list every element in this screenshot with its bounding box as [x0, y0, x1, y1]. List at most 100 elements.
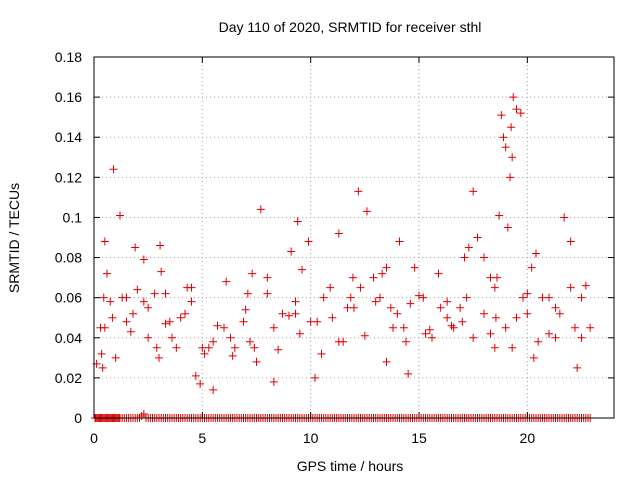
data-point [516, 109, 525, 118]
data-point [545, 293, 553, 302]
data-point [109, 165, 118, 174]
y-tick-label: 0.16 [55, 89, 82, 105]
grid [94, 57, 614, 418]
data-point [508, 343, 517, 352]
data-point [571, 323, 579, 332]
data-point [456, 303, 465, 312]
data-point [402, 337, 410, 346]
data-point [144, 333, 153, 342]
data-point [319, 293, 328, 302]
data-point [326, 283, 335, 292]
data-point [443, 313, 452, 322]
data-point [269, 377, 278, 386]
data-point [126, 327, 135, 336]
data-point [395, 237, 404, 246]
data-point [230, 343, 239, 352]
data-point [139, 255, 148, 264]
y-axis-label: SRMTID / TECUs [6, 183, 22, 293]
data-point [220, 323, 228, 332]
data-point [382, 357, 391, 366]
y-tick-label: 0 [74, 410, 82, 426]
data-point [274, 345, 283, 354]
data-point [486, 329, 495, 338]
data-point [469, 333, 478, 342]
data-point [137, 411, 146, 420]
data-point [415, 291, 423, 300]
y-tick-label: 0.04 [55, 330, 82, 346]
x-axis-label: GPS time / hours [297, 458, 404, 474]
data-point [293, 217, 302, 226]
data-point [473, 233, 482, 242]
data-point [213, 321, 222, 330]
data-point [421, 329, 430, 338]
data-point [172, 343, 181, 352]
y-tick-label: 0.1 [63, 209, 83, 225]
x-tick-label: 10 [303, 430, 319, 446]
data-point [256, 205, 265, 214]
data-point [187, 297, 196, 306]
data-point [246, 337, 254, 346]
chart-title: Day 110 of 2020, SRMTID for receiver sth… [219, 19, 482, 35]
data-point [512, 105, 521, 114]
data-point [108, 313, 117, 322]
data-point [491, 313, 500, 322]
data-point [495, 211, 504, 220]
data-point [490, 283, 499, 292]
data-point [462, 293, 471, 302]
data-point [165, 317, 174, 326]
data-point [509, 93, 518, 102]
data-point [480, 253, 488, 262]
data-point [449, 323, 458, 332]
data-point [152, 343, 161, 352]
data-point [577, 293, 586, 302]
data-point [196, 379, 205, 388]
data-point [209, 385, 218, 394]
data-point [497, 111, 506, 120]
data-point [222, 277, 231, 286]
data-point [122, 317, 131, 326]
data-point [311, 373, 319, 382]
data-point [577, 333, 586, 342]
data-point [241, 305, 250, 314]
data-point [252, 357, 261, 366]
data-point [501, 143, 510, 152]
data-point [350, 303, 358, 312]
data-point [512, 313, 521, 322]
y-tick-label: 0.12 [55, 169, 82, 185]
axis-ticks: 0 0.02 0.04 0.06 0.08 0.1 0.12 0.14 0.16 0.18 0 5 10… [55, 49, 614, 446]
data-point [464, 243, 473, 252]
data-point [507, 123, 516, 132]
data-point [161, 289, 170, 298]
data-point [285, 311, 293, 320]
data-point [346, 293, 355, 302]
data-point [425, 325, 434, 334]
data-point [360, 331, 369, 340]
data-point [545, 329, 553, 338]
data-point [304, 237, 313, 246]
data-point [99, 293, 108, 302]
data-point [96, 323, 105, 332]
data-point [106, 297, 115, 306]
data-point [566, 237, 575, 246]
data-point [469, 187, 478, 196]
data-point [139, 297, 148, 306]
data-point [419, 293, 428, 302]
data-point [410, 263, 419, 272]
data-point [404, 369, 413, 378]
data-point [228, 351, 237, 360]
data-point [204, 343, 213, 352]
data-point [334, 229, 343, 238]
data-point [428, 333, 436, 342]
data-point [239, 317, 248, 326]
data-point [523, 289, 532, 298]
data-point [98, 363, 107, 372]
data-point [560, 213, 569, 222]
data-point [551, 333, 560, 342]
plot-frame [93, 56, 615, 419]
data-point [356, 283, 365, 292]
data-point [371, 297, 380, 306]
data-point [97, 349, 106, 358]
data-point [555, 309, 564, 318]
data-point [263, 273, 272, 282]
